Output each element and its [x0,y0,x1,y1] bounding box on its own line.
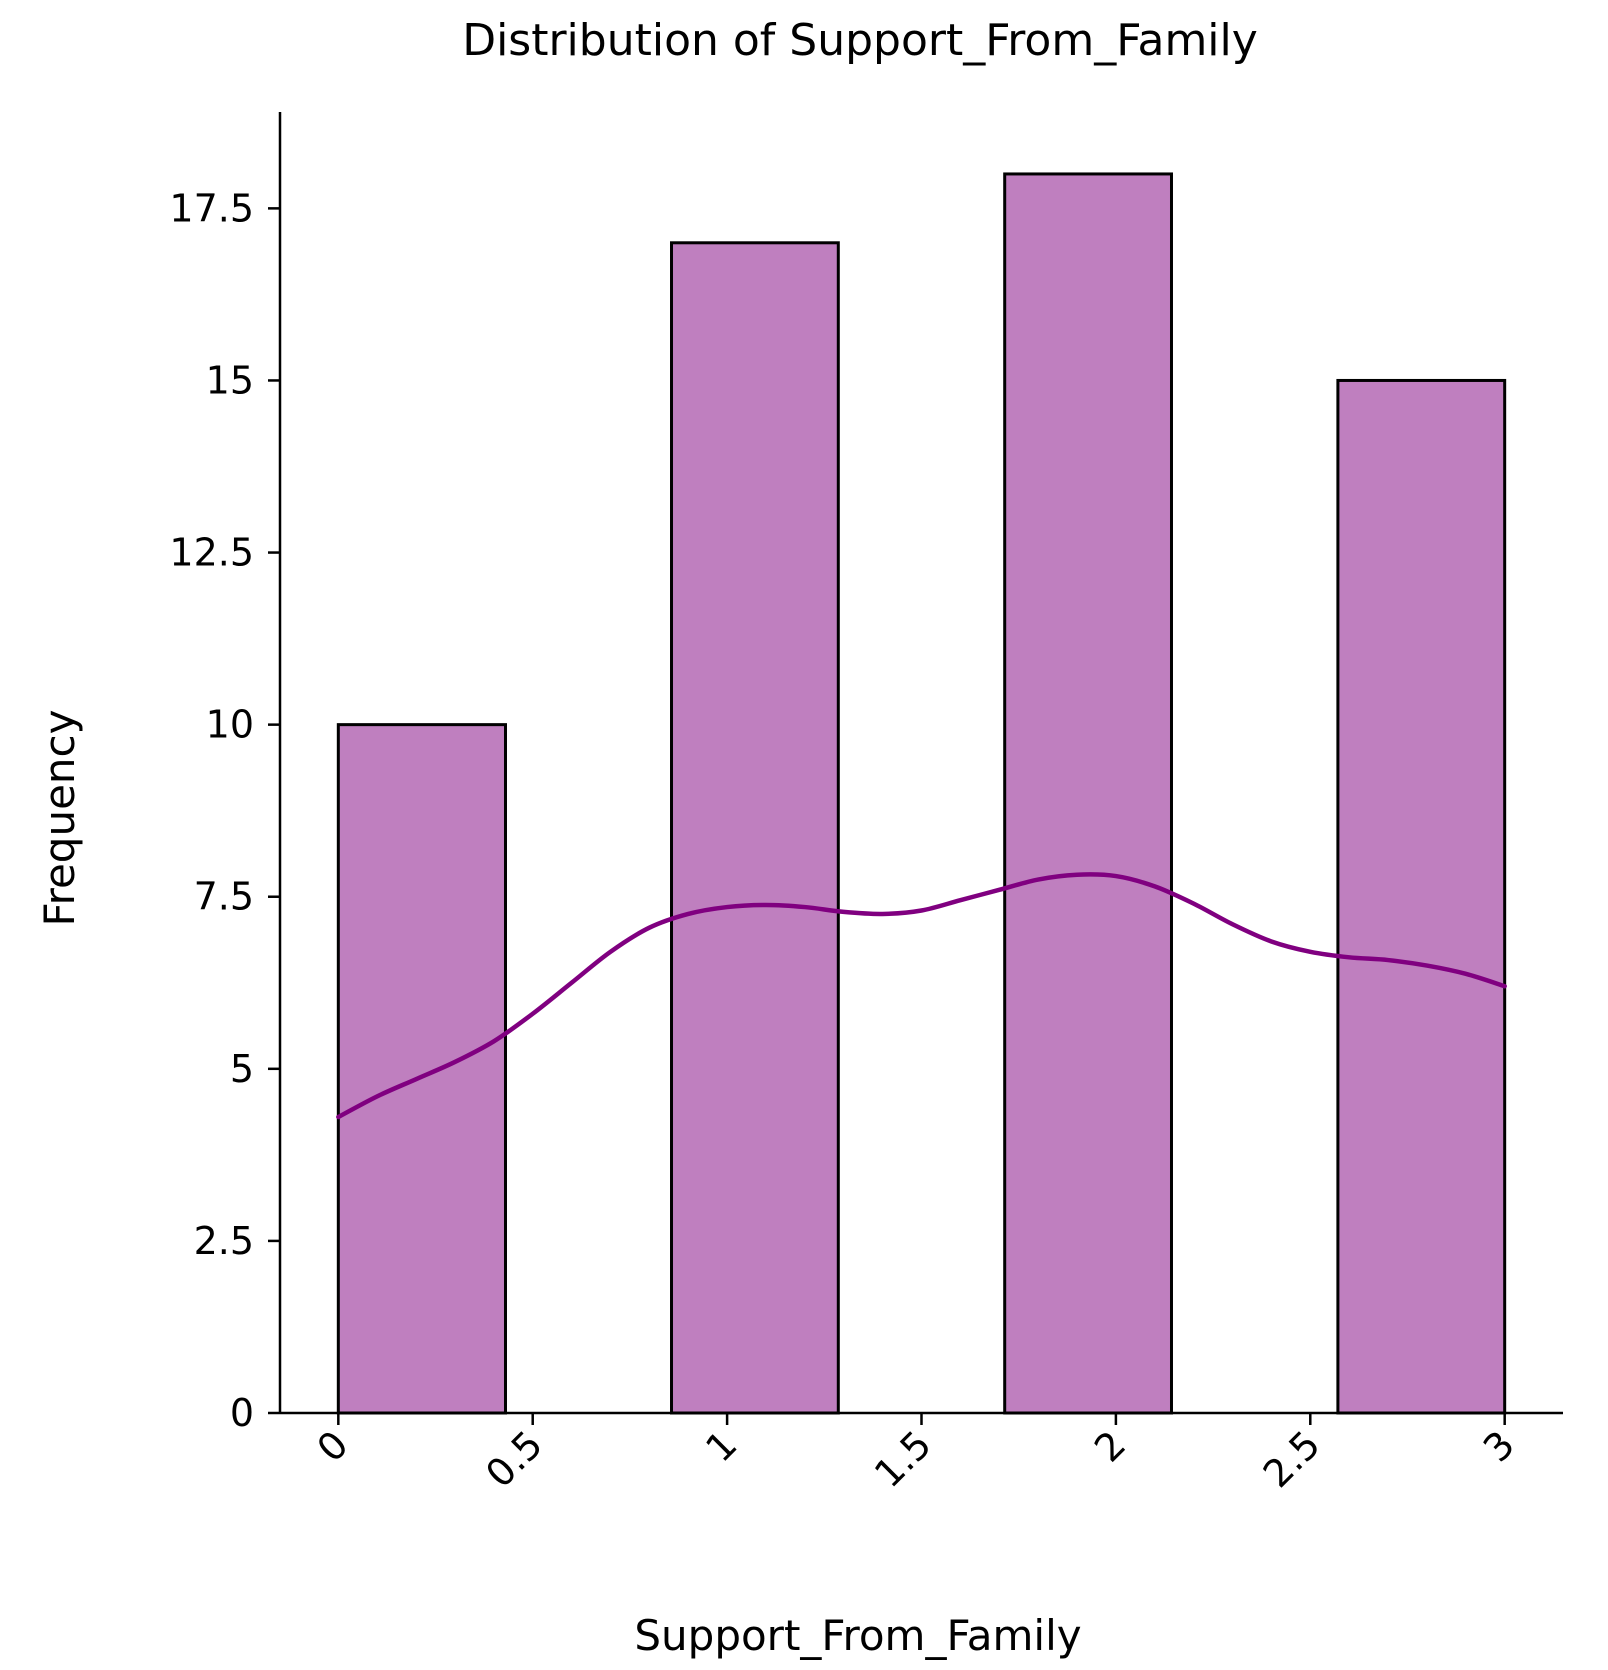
y-tick-label-6: 15 [206,358,254,402]
y-tick-label-4: 10 [206,703,254,747]
y-tick-label-2: 5 [230,1047,254,1091]
x-tick-label-5: 2.5 [1255,1422,1329,1496]
kde-curve-group [336,872,1507,1120]
x-tick-label-1: 0.5 [477,1422,551,1496]
y-tick-label-3: 7.5 [194,875,254,919]
histogram-bar-3 [1336,378,1507,1415]
y-tick-label-0: 0 [230,1391,254,1435]
y-axis-label: Frequency [35,710,84,927]
y-ticks: 0 2.5 5 7.5 10 12.5 15 17.5 [169,186,280,1435]
x-ticks: 0 0.5 1 1.5 2 2.5 3 [308,1413,1523,1496]
histogram-bar-0 [336,723,507,1415]
chart-title: Distribution of Support_From_Family [462,15,1258,66]
x-tick-label-3: 1.5 [866,1422,940,1496]
x-tick-label-2: 1 [697,1422,745,1470]
y-tick-label-7: 17.5 [169,186,254,230]
x-tick-label-4: 2 [1086,1422,1134,1470]
y-tick-label-1: 2.5 [194,1219,254,1263]
x-axis-label: Support_From_Family [634,1611,1081,1660]
kde-line [336,872,1507,1120]
y-tick-label-5: 12.5 [169,531,254,575]
x-tick-label-0: 0 [308,1422,356,1470]
x-tick-label-6: 3 [1475,1422,1523,1470]
histogram-bar-2 [1003,172,1173,1415]
histogram-bar-1 [670,241,840,1415]
histogram-bars [336,172,1507,1415]
